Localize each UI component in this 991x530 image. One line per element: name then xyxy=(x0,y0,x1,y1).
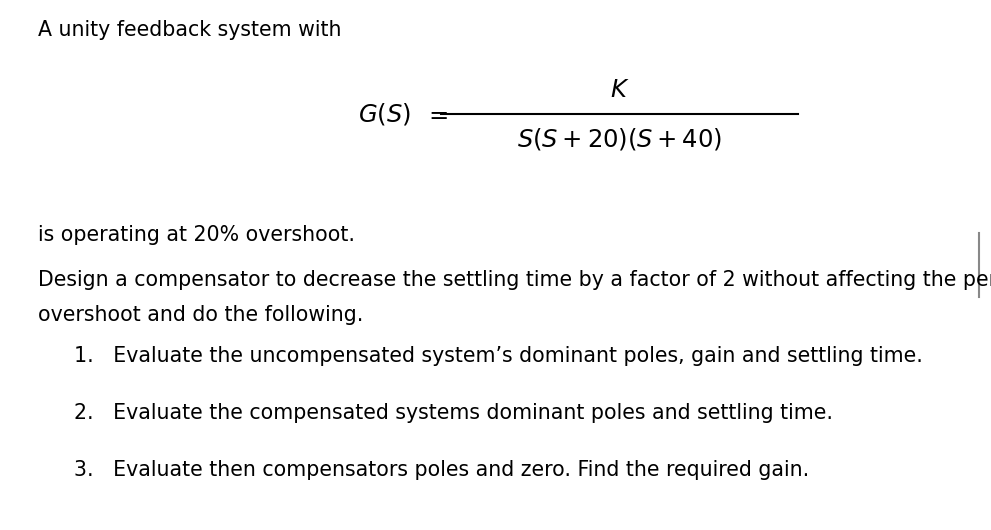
Text: $S(S + 20)(S + 40)$: $S(S + 20)(S + 40)$ xyxy=(516,126,722,152)
Text: $G(S)$: $G(S)$ xyxy=(358,101,411,127)
Text: A unity feedback system with: A unity feedback system with xyxy=(38,20,341,40)
Text: overshoot and do the following.: overshoot and do the following. xyxy=(38,305,363,325)
Text: Design a compensator to decrease the settling time by a factor of 2 without affe: Design a compensator to decrease the set… xyxy=(38,270,991,290)
Text: is operating at 20% overshoot.: is operating at 20% overshoot. xyxy=(38,225,355,245)
Text: 3.   Evaluate then compensators poles and zero. Find the required gain.: 3. Evaluate then compensators poles and … xyxy=(74,460,810,480)
Text: $=$: $=$ xyxy=(424,102,449,126)
Text: $K$: $K$ xyxy=(609,78,629,102)
Text: 1.   Evaluate the uncompensated system’s dominant poles, gain and settling time.: 1. Evaluate the uncompensated system’s d… xyxy=(74,346,924,366)
Text: 2.   Evaluate the compensated systems dominant poles and settling time.: 2. Evaluate the compensated systems domi… xyxy=(74,403,833,423)
